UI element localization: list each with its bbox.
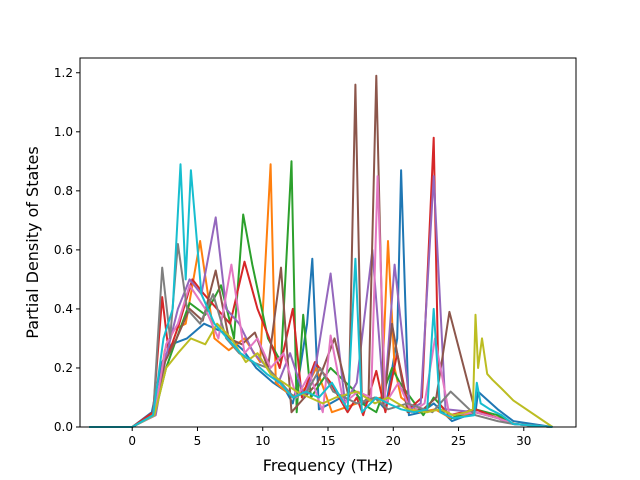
y-axis: 0.0 0.2 0.4 0.6 0.8 1.0 1.2	[54, 66, 80, 434]
y-tick-label: 1.2	[54, 66, 73, 80]
x-tick-label: 30	[516, 434, 531, 448]
series-line-4	[89, 136, 553, 428]
series-layer	[89, 74, 554, 428]
y-tick-label: 0.0	[54, 420, 73, 434]
x-tick-label: 0	[128, 434, 136, 448]
series-line-1	[89, 169, 553, 428]
x-tick-label: 15	[320, 434, 335, 448]
series-line-10	[89, 163, 553, 428]
series-line-6	[89, 74, 553, 428]
x-tick-label: 5	[194, 434, 202, 448]
y-tick-label: 0.8	[54, 184, 73, 198]
y-tick-label: 0.6	[54, 243, 73, 257]
x-tick-label: 25	[451, 434, 466, 448]
x-tick-label: 10	[255, 434, 270, 448]
y-tick-label: 0.2	[54, 361, 73, 375]
x-tick-label: 20	[386, 434, 401, 448]
y-tick-label: 0.4	[54, 302, 73, 316]
y-axis-title: Partial Density of States	[23, 146, 42, 338]
series-line-9	[89, 313, 554, 428]
x-axis: 0 5 10 15 20 25 30	[128, 427, 531, 448]
series-line-5	[89, 175, 553, 428]
y-tick-label: 1.0	[54, 125, 73, 139]
x-axis-title: Frequency (THz)	[263, 456, 393, 475]
